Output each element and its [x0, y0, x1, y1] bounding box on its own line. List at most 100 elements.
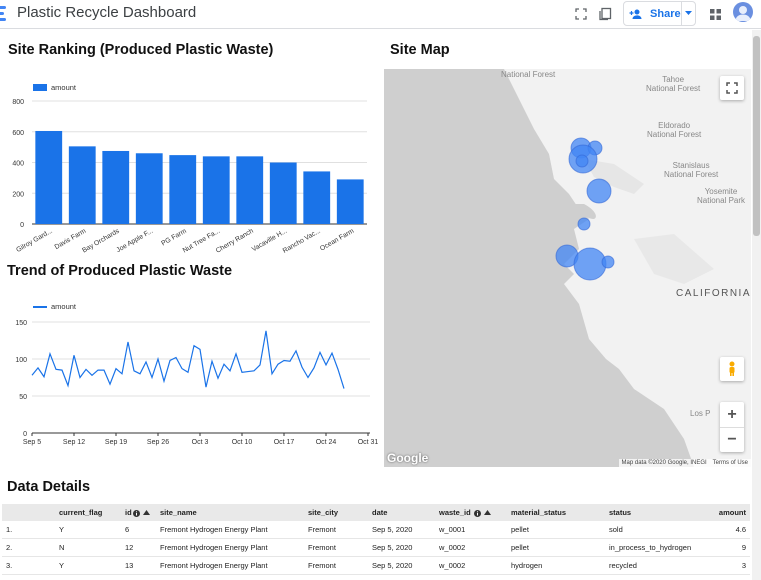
column-header-site-city[interactable]: site_city — [304, 504, 368, 521]
y-tick-label: 600 — [12, 130, 24, 137]
chevron-down-icon[interactable] — [680, 2, 695, 25]
map-fullscreen-icon[interactable] — [720, 76, 744, 100]
fullscreen-icon[interactable] — [571, 4, 591, 24]
y-tick-label: 800 — [12, 99, 24, 106]
site-marker — [601, 255, 615, 269]
map-label-stanislaus: Stanislaus National Forest — [664, 161, 719, 179]
map-terrain — [384, 69, 751, 467]
map-markers[interactable] — [384, 69, 751, 467]
bar[interactable] — [336, 179, 364, 224]
cell-amount: 9 — [709, 538, 750, 557]
data-table: current_flag id site_name site_city date… — [2, 504, 750, 575]
x-tick-label: Oct 31 — [358, 439, 379, 446]
data-details-title: Data Details — [7, 479, 91, 495]
pegman-icon[interactable] — [720, 357, 744, 381]
trend-chart-title: Trend of Produced Plastic Waste — [7, 263, 233, 279]
bar[interactable] — [102, 150, 130, 224]
column-header-site-name[interactable]: site_name — [156, 504, 304, 521]
map-label-national-forest: National Forest — [501, 70, 556, 79]
x-tick-label: Joe Apple F... — [115, 228, 154, 255]
x-tick-label: Oct 17 — [274, 439, 295, 446]
y-tick-label: 0 — [20, 222, 24, 229]
cell-date: Sep 5, 2020 — [368, 538, 435, 557]
cell-waste-id: w_0002 — [435, 556, 507, 575]
table-row[interactable]: 1. Y 6 Fremont Hydrogen Energy Plant Fre… — [2, 521, 750, 539]
column-header-amount[interactable]: amount — [709, 504, 750, 521]
cell-id: 12 — [121, 538, 156, 557]
cell-amount: 3 — [709, 556, 750, 575]
table-row[interactable]: 2. N 12 Fremont Hydrogen Energy Plant Fr… — [2, 538, 750, 557]
map-label-yosemite: Yosemite National Park — [697, 187, 746, 205]
app-title: Plastic Recycle Dashboard — [17, 4, 197, 21]
map-attribution: Map data ©2020 Google, INEGI Terms of Us… — [618, 459, 751, 467]
info-icon — [132, 509, 140, 517]
map-data-credit: Map data ©2020 Google, INEGI — [621, 460, 707, 466]
google-logo[interactable]: Google — [387, 451, 429, 465]
copy-icon[interactable] — [595, 4, 615, 24]
line-chart[interactable]: 0 50 100 150 Sep 5 Sep 12 Sep 19 Sep 26 Oct 3 Oct… — [0, 312, 385, 452]
cell-site-city: Fremont — [304, 538, 368, 557]
x-tick-label: Bay Orchards — [81, 227, 121, 254]
map-label-tahoe: Tahoe National Forest — [646, 75, 701, 93]
column-header-material-status[interactable]: material_status — [507, 504, 605, 521]
bar-chart-legend[interactable]: amount — [33, 83, 76, 92]
cell-status: recycled — [605, 556, 710, 575]
cell-status: in_process_to_hydrogen — [605, 538, 710, 557]
column-header-id[interactable]: id — [121, 504, 156, 521]
x-tick-label: Sep 19 — [105, 439, 127, 446]
x-tick-label: Gilroy Gard... — [15, 228, 54, 254]
sort-asc-icon[interactable] — [483, 510, 491, 516]
site-marker — [575, 154, 589, 168]
x-tick-label: Cherry Ranch — [215, 228, 255, 255]
bar-legend-label: amount — [51, 83, 77, 92]
share-button[interactable]: Share — [623, 1, 696, 26]
bar[interactable] — [169, 155, 197, 224]
bar[interactable] — [303, 171, 331, 224]
cell-site-name: Fremont Hydrogen Energy Plant — [156, 521, 304, 539]
sort-asc-icon[interactable] — [142, 510, 150, 516]
cell-id: 13 — [121, 556, 156, 575]
column-header-date[interactable]: date — [368, 504, 435, 521]
app-logo-icon[interactable] — [0, 6, 6, 22]
bar[interactable] — [135, 153, 163, 224]
bar[interactable] — [35, 130, 63, 224]
share-label: Share — [650, 7, 681, 20]
zoom-in-button[interactable]: + — [720, 403, 744, 428]
row-index: 3. — [2, 556, 55, 575]
add-person-icon — [624, 8, 650, 20]
bar[interactable] — [269, 162, 297, 225]
zoom-control: + − — [720, 402, 744, 452]
x-tick-label: Oct 3 — [192, 439, 209, 446]
y-tick-label: 400 — [12, 161, 24, 168]
vertical-scrollbar[interactable] — [752, 30, 761, 580]
cell-waste-id: w_0002 — [435, 538, 507, 557]
site-map[interactable]: National Forest Tahoe National Forest El… — [384, 69, 751, 467]
ranking-chart-title: Site Ranking (Produced Plastic Waste) — [8, 42, 274, 58]
map-label-eldorado: Eldorado National Forest — [647, 121, 702, 139]
x-tick-label: PG Farm — [160, 228, 188, 248]
map-label-los-padres: Los P — [690, 409, 711, 418]
apps-grid-icon[interactable] — [705, 4, 725, 24]
line-chart-legend[interactable]: amount — [33, 302, 76, 311]
terms-link[interactable]: Terms of Use — [712, 460, 748, 466]
bar[interactable] — [68, 146, 96, 224]
cell-current-flag: N — [55, 538, 121, 557]
cell-site-name: Fremont Hydrogen Energy Plant — [156, 556, 304, 575]
cell-material-status: pellet — [507, 521, 605, 539]
cell-site-city: Fremont — [304, 556, 368, 575]
site-marker — [577, 217, 591, 231]
bar[interactable] — [236, 156, 264, 224]
info-icon — [473, 509, 481, 517]
site-marker — [573, 247, 607, 281]
column-header-status[interactable]: status — [605, 504, 710, 521]
table-row[interactable]: 3. Y 13 Fremont Hydrogen Energy Plant Fr… — [2, 556, 750, 575]
column-header-waste-id[interactable]: waste_id — [435, 504, 507, 521]
cell-date: Sep 5, 2020 — [368, 556, 435, 575]
column-header-index — [2, 504, 55, 521]
zoom-out-button[interactable]: − — [727, 430, 737, 448]
bar[interactable] — [202, 156, 230, 224]
map-title: Site Map — [390, 42, 450, 58]
account-icon[interactable] — [733, 2, 753, 22]
column-header-current-flag[interactable]: current_flag — [55, 504, 121, 521]
